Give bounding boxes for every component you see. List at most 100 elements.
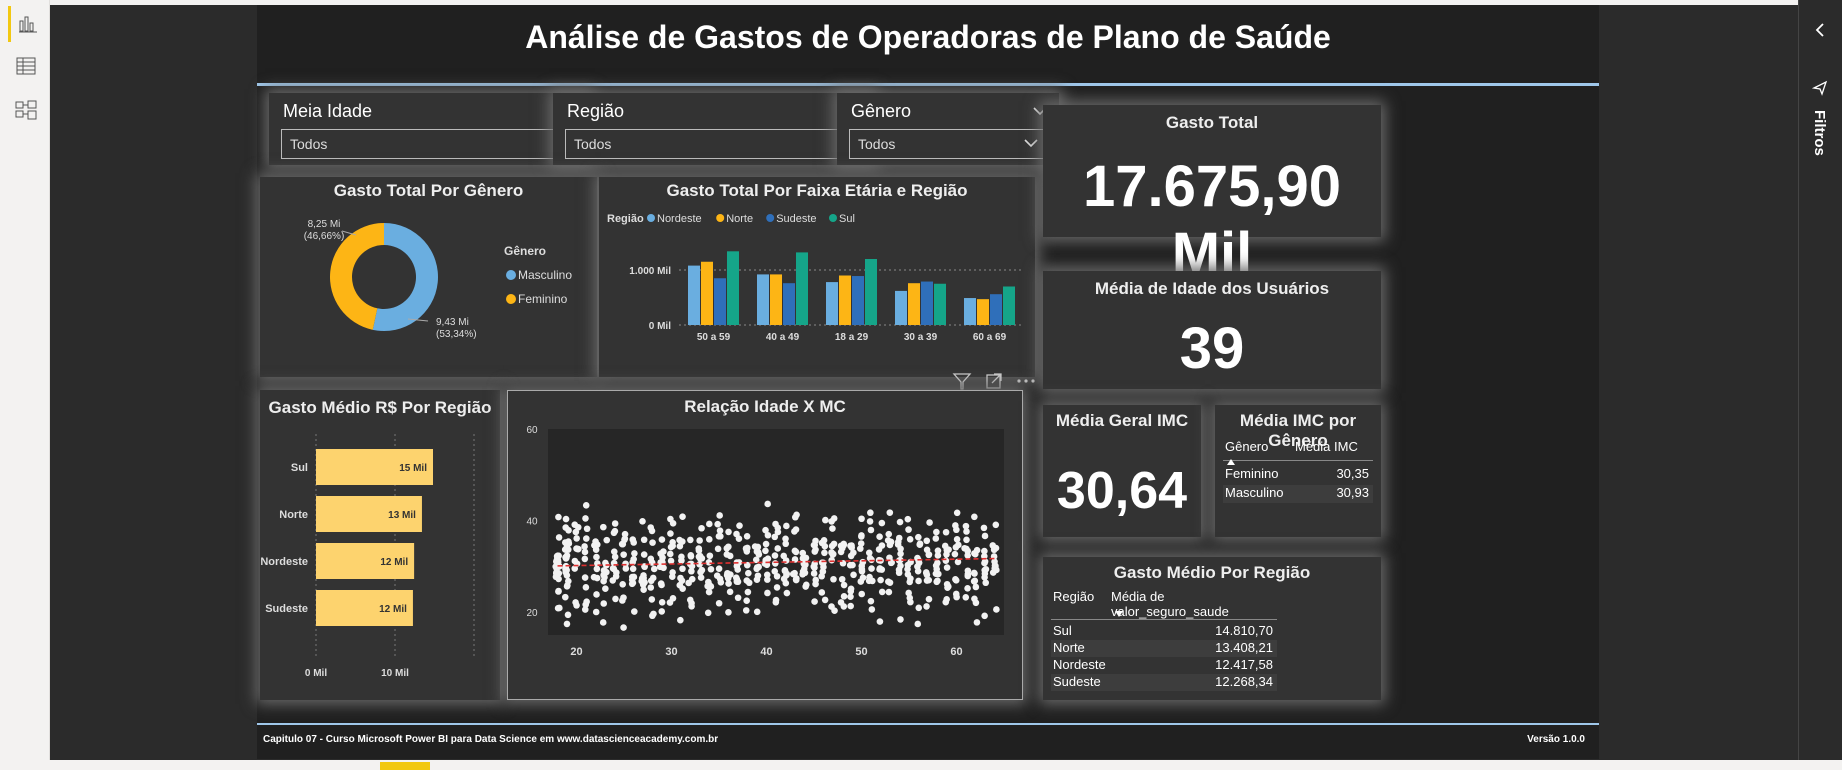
scatter-point: [762, 547, 769, 555]
scatter-point: [764, 531, 772, 539]
scatter-point: [764, 589, 771, 597]
scatter-point: [695, 553, 703, 561]
scatter-point: [829, 551, 837, 558]
column-header-regiao[interactable]: Região: [1053, 589, 1095, 604]
scatter-point: [848, 542, 855, 549]
scatter-point: [963, 528, 970, 535]
scatter-point: [914, 567, 922, 575]
slicer-dropdown[interactable]: Todos: [281, 129, 579, 159]
scatter-point: [981, 612, 988, 620]
scatter-point: [764, 576, 771, 583]
scatter-point: [610, 529, 618, 537]
filters-label[interactable]: Filtros: [1811, 110, 1828, 156]
scatter-point: [926, 519, 933, 526]
legend-marker-sudeste: [766, 214, 775, 222]
scatter-point: [895, 566, 903, 573]
scatter-point: [600, 523, 607, 531]
table-body: Gênero Média IMC Feminino 30,35 Masculin…: [1223, 439, 1373, 529]
scatter-point: [755, 563, 762, 571]
scatter-point: [725, 528, 732, 536]
scatter-point: [658, 599, 666, 606]
card-value: 39: [1179, 316, 1245, 381]
scatter-point: [611, 520, 619, 527]
card-gasto-total[interactable]: Gasto Total 17.675,90 Mil: [1043, 105, 1381, 286]
scatter-point: [555, 534, 563, 541]
footer-version: Versão 1.0.0: [1527, 734, 1585, 745]
scatter-point: [555, 513, 562, 521]
scatter-point: [726, 552, 734, 560]
column-header-media-valor[interactable]: Média de valor_seguro_saude: [1111, 589, 1229, 619]
cell-regiao: Nordeste: [1053, 657, 1106, 672]
slicer-meia-idade[interactable]: Meia Idade Todos: [269, 93, 591, 165]
report-view-icon[interactable]: [8, 6, 44, 42]
slicer-dropdown[interactable]: Todos: [565, 129, 861, 159]
donut-chart-visual[interactable]: Gasto Total Por Gênero 9,43 Mi (53,34%) 8,…: [260, 177, 597, 377]
active-page-tab[interactable]: [380, 762, 430, 770]
scatter-point: [565, 577, 572, 585]
more-options-icon[interactable]: [1014, 371, 1038, 391]
scatter-point: [734, 578, 742, 586]
scatter-point: [705, 536, 713, 543]
scatter-point: [583, 598, 590, 605]
scatter-point: [704, 609, 712, 617]
scatter-point: [971, 570, 978, 577]
scatter-point: [581, 574, 589, 581]
scatter-point: [647, 555, 655, 563]
hbar-chart-visual[interactable]: Gasto Médio R$ Por Região Sul 15 Mil Norte…: [260, 390, 500, 700]
bar-nordeste: [964, 298, 976, 325]
scatter-point: [679, 565, 686, 573]
sort-ascending-icon[interactable]: [1227, 459, 1235, 465]
column-header-genero[interactable]: Gênero: [1225, 439, 1269, 454]
scatter-point: [677, 574, 684, 582]
scatter-point: [771, 568, 779, 575]
slicer-genero[interactable]: Gênero Todos: [837, 93, 1059, 165]
data-label-leader: [341, 230, 357, 236]
data-view-icon[interactable]: [8, 48, 44, 84]
filters-pane[interactable]: Filtros: [1798, 0, 1842, 770]
scatter-point: [799, 568, 807, 575]
scatter-visual[interactable]: Relação Idade X MC 20 40 60 20 30 40 50 60: [507, 390, 1023, 700]
focus-mode-icon[interactable]: [984, 371, 1004, 391]
column-header-media-imc[interactable]: Média IMC: [1295, 439, 1358, 454]
y-tick-label: 0 Mil: [649, 321, 671, 332]
table-gasto-regiao[interactable]: Gasto Médio Por Região Região Média de v…: [1043, 557, 1381, 700]
collapse-chevron-icon[interactable]: [1812, 22, 1828, 38]
slicer-regiao[interactable]: Região Todos: [553, 93, 875, 165]
card-media-imc[interactable]: Média Geral IMC 30,64: [1043, 405, 1201, 537]
scatter-point: [810, 541, 818, 549]
model-view-icon[interactable]: [8, 92, 44, 128]
scatter-point: [858, 515, 865, 523]
scatter-point: [840, 581, 848, 589]
data-label: 12 Mil: [380, 557, 408, 568]
scatter-point: [628, 573, 636, 581]
scatter-point: [717, 533, 724, 540]
scatter-point: [706, 520, 713, 528]
scatter-point: [818, 572, 825, 580]
scatter-point: [894, 541, 902, 548]
scatter-point: [745, 579, 753, 587]
table-title: Gasto Médio Por Região: [1113, 563, 1311, 582]
chart-title: Relação Idade X MC: [684, 397, 846, 416]
cell-valor: 12.417,58: [1215, 657, 1273, 672]
slicer-dropdown[interactable]: Todos: [849, 129, 1047, 159]
scatter-point: [878, 542, 886, 549]
filter-icon[interactable]: [952, 371, 972, 391]
chart-title: Gasto Médio R$ Por Região: [268, 398, 492, 417]
scatter-point: [962, 594, 970, 601]
table-body: Região Média de valor_seguro_saude Sul 1…: [1051, 589, 1277, 695]
scatter-point: [666, 599, 674, 606]
scatter-point: [771, 560, 779, 567]
sort-descending-icon[interactable]: [1115, 611, 1123, 617]
scatter-point: [837, 599, 845, 606]
table-imc-genero[interactable]: Média IMC por Gênero Gênero Média IMC Fe…: [1215, 405, 1381, 537]
grouped-bar-visual[interactable]: Gasto Total Por Faixa Etária e Região Re…: [599, 177, 1035, 377]
slicer-header: Gênero: [851, 101, 912, 121]
card-media-idade[interactable]: Média de Idade dos Usuários 39: [1043, 271, 1381, 389]
y-tick-label: Norte: [279, 509, 308, 521]
scatter-point: [847, 602, 854, 610]
scatter-point: [942, 557, 950, 564]
scatter-point: [603, 536, 611, 544]
scatter-point: [915, 604, 923, 612]
data-label: 12 Mil: [379, 604, 407, 615]
scatter-point: [954, 558, 962, 566]
